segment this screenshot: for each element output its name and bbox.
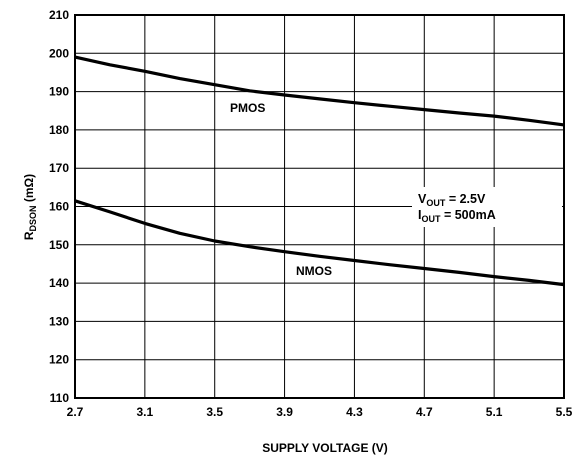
y-tick-label: 130 [49,314,69,328]
y-tick-label: 200 [49,46,69,60]
x-tick-label: 5.1 [486,405,503,419]
series-label-nmos: NMOS [296,264,332,278]
x-tick-label: 3.9 [276,405,293,419]
annotation-vout: VOUT = 2.5V [418,192,486,208]
y-tick-label: 110 [50,391,70,405]
y-tick-label: 170 [49,161,69,175]
series-line-nmos [74,199,565,287]
x-tick-label: 5.5 [556,405,573,419]
x-tick-label: 3.5 [206,405,223,419]
x-tick-labels: 2.7 3.1 3.5 3.9 4.3 4.7 5.1 5.5 [67,405,573,419]
y-tick-label: 190 [49,85,69,99]
x-tick-label: 4.7 [416,405,433,419]
y-tick-label: 180 [49,123,69,137]
x-tick-label: 4.3 [346,405,363,419]
x-tick-label: 3.1 [137,405,154,419]
plot-frame [74,14,565,399]
x-tick-label: 2.7 [67,405,84,419]
x-axis-label: SUPPLY VOLTAGE (V) [262,441,388,455]
y-axis-label: RDSON (mΩ) [22,174,38,240]
annotation-background [412,187,562,227]
series-line-pmos [74,55,565,127]
y-tick-label: 160 [49,200,69,214]
annotation-iout: IOUT = 500mA [418,208,496,224]
series-lines [74,55,565,287]
y-tick-label: 210 [49,8,69,22]
y-tick-label: 140 [49,276,69,290]
y-tick-label: 150 [49,238,69,252]
y-tick-labels: 110 120 130 140 150 160 170 180 190 200 210 [49,8,69,405]
y-tick-label: 120 [49,353,69,367]
series-label-pmos: PMOS [230,101,265,115]
